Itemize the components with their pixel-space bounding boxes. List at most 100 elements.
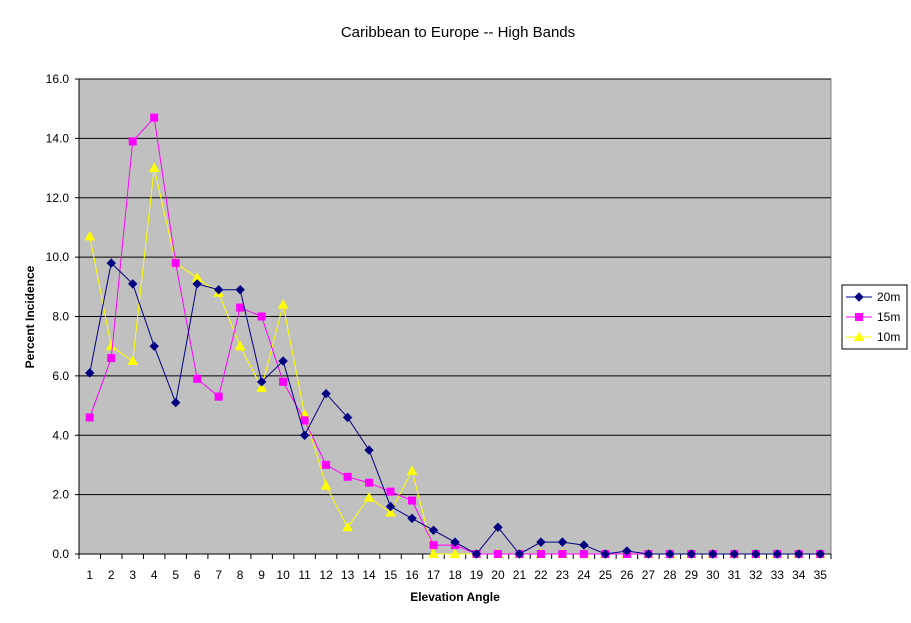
- data-point-10m: [449, 548, 461, 558]
- data-point-20m: [299, 430, 310, 440]
- data-point-10m: [428, 548, 439, 558]
- data-point-20m: [213, 285, 224, 295]
- data-point-15m: [107, 354, 116, 363]
- data-point-15m: [128, 137, 137, 146]
- x-tick-label: 21: [513, 568, 527, 582]
- data-point-20m: [794, 549, 804, 559]
- data-point-20m: [342, 412, 353, 423]
- data-point-10m: [342, 521, 353, 532]
- data-point-10m: [320, 480, 332, 490]
- data-point-20m: [364, 445, 374, 455]
- y-tick-label: 2.0: [52, 488, 69, 502]
- legend-label: 10m: [877, 330, 900, 344]
- series-20m: [85, 258, 825, 559]
- data-point-20m: [622, 546, 632, 556]
- chart-title: Caribbean to Europe -- High Bands: [341, 24, 575, 41]
- data-point-20m: [751, 549, 761, 559]
- x-tick-label: 20: [491, 568, 505, 582]
- data-point-10m: [234, 340, 246, 351]
- x-tick-label: 19: [470, 568, 484, 582]
- data-point-10m: [127, 355, 139, 366]
- data-point-20m: [192, 279, 202, 289]
- x-tick-label: 35: [814, 568, 828, 582]
- legend-item-20m: 20m: [846, 290, 900, 304]
- y-tick-label: 16.0: [46, 72, 70, 86]
- legend: 20m 15m 10m: [841, 284, 908, 350]
- data-point-20m: [665, 549, 675, 559]
- data-point-20m: [557, 537, 568, 547]
- x-tick-label: 6: [194, 568, 201, 582]
- y-tick-label: 10.0: [46, 250, 70, 264]
- data-point-15m: [279, 377, 288, 386]
- data-point-20m: [278, 356, 288, 366]
- x-tick-label: 32: [749, 568, 763, 582]
- x-tick-label: 22: [534, 568, 548, 582]
- x-tick-label: 25: [599, 568, 613, 582]
- x-tick-label: 4: [151, 568, 158, 582]
- data-point-10m: [148, 162, 160, 173]
- legend-label: 20m: [877, 290, 900, 304]
- x-tick-label: 8: [237, 568, 244, 582]
- data-point-20m: [428, 525, 439, 535]
- data-point-15m: [579, 550, 588, 558]
- x-tick-label: 27: [642, 568, 656, 582]
- data-point-15m: [236, 303, 245, 312]
- x-tick-label: 24: [577, 568, 591, 582]
- y-tick-label: 14.0: [46, 131, 70, 145]
- data-point-10m: [277, 299, 289, 309]
- data-point-15m: [193, 374, 202, 383]
- x-tick-label: 16: [405, 568, 419, 582]
- y-tick-labels: 0.0 2.0 4.0 6.0 8.0 10.0 12.0 14.0 16.0: [46, 72, 70, 561]
- data-point-20m: [729, 549, 740, 559]
- data-point-20m: [128, 279, 138, 289]
- data-point-20m: [708, 549, 718, 559]
- legend-marker: [853, 331, 865, 341]
- data-point-20m: [536, 537, 546, 547]
- legend-label: 15m: [877, 310, 900, 324]
- data-point-20m: [686, 549, 697, 559]
- data-point-15m: [343, 472, 352, 481]
- legend-marker: [854, 292, 864, 302]
- y-tick-label: 8.0: [52, 310, 69, 324]
- data-point-15m: [171, 259, 180, 268]
- data-point-10m: [385, 506, 396, 517]
- y-tick-label: 12.0: [46, 191, 70, 205]
- data-point-15m: [365, 478, 374, 487]
- legend-item-15m: 15m: [846, 310, 900, 324]
- data-point-15m: [386, 487, 395, 496]
- y-tick-label: 6.0: [52, 369, 69, 383]
- data-point-20m: [85, 368, 95, 378]
- data-point-20m: [815, 549, 825, 559]
- data-point-20m: [235, 285, 245, 295]
- y-axis-title: Percent Incidence: [23, 265, 37, 368]
- data-point-15m: [300, 416, 309, 425]
- data-point-10m: [84, 230, 96, 241]
- legend-marker: [855, 313, 863, 321]
- x-tick-label: 9: [258, 568, 265, 582]
- x-tick-labels: 1 2 3 4 5 6 7 8 9 10 11 12 13 14 15 16 17 18 19 20 21 22 23 24 2…: [86, 568, 827, 582]
- data-point-20m: [579, 540, 589, 550]
- data-point-15m: [408, 496, 417, 505]
- x-tick-label: 13: [341, 568, 355, 582]
- legend-item-10m: 10m: [846, 330, 900, 344]
- data-point-20m: [772, 549, 782, 559]
- data-point-15m: [214, 392, 223, 401]
- x-tick-label: 23: [556, 568, 570, 582]
- gridlines: [79, 78, 831, 496]
- x-tick-label: 5: [172, 568, 179, 582]
- x-tick-label: 14: [362, 568, 376, 582]
- x-tick-label: 11: [298, 568, 311, 582]
- data-point-20m: [321, 388, 331, 399]
- data-point-20m: [385, 501, 396, 512]
- series-layer: [84, 113, 826, 559]
- data-point-10m: [363, 492, 375, 502]
- data-point-20m: [106, 258, 116, 268]
- x-tick-label: 12: [319, 568, 333, 582]
- x-tick-label: 28: [663, 568, 677, 582]
- x-tick-label: 7: [215, 568, 222, 582]
- x-tick-label: 2: [108, 568, 115, 582]
- x-tick-label: 34: [792, 568, 806, 582]
- x-axis-title: Elevation Angle: [410, 590, 500, 604]
- data-point-10m: [256, 382, 267, 392]
- data-point-10m: [406, 465, 418, 475]
